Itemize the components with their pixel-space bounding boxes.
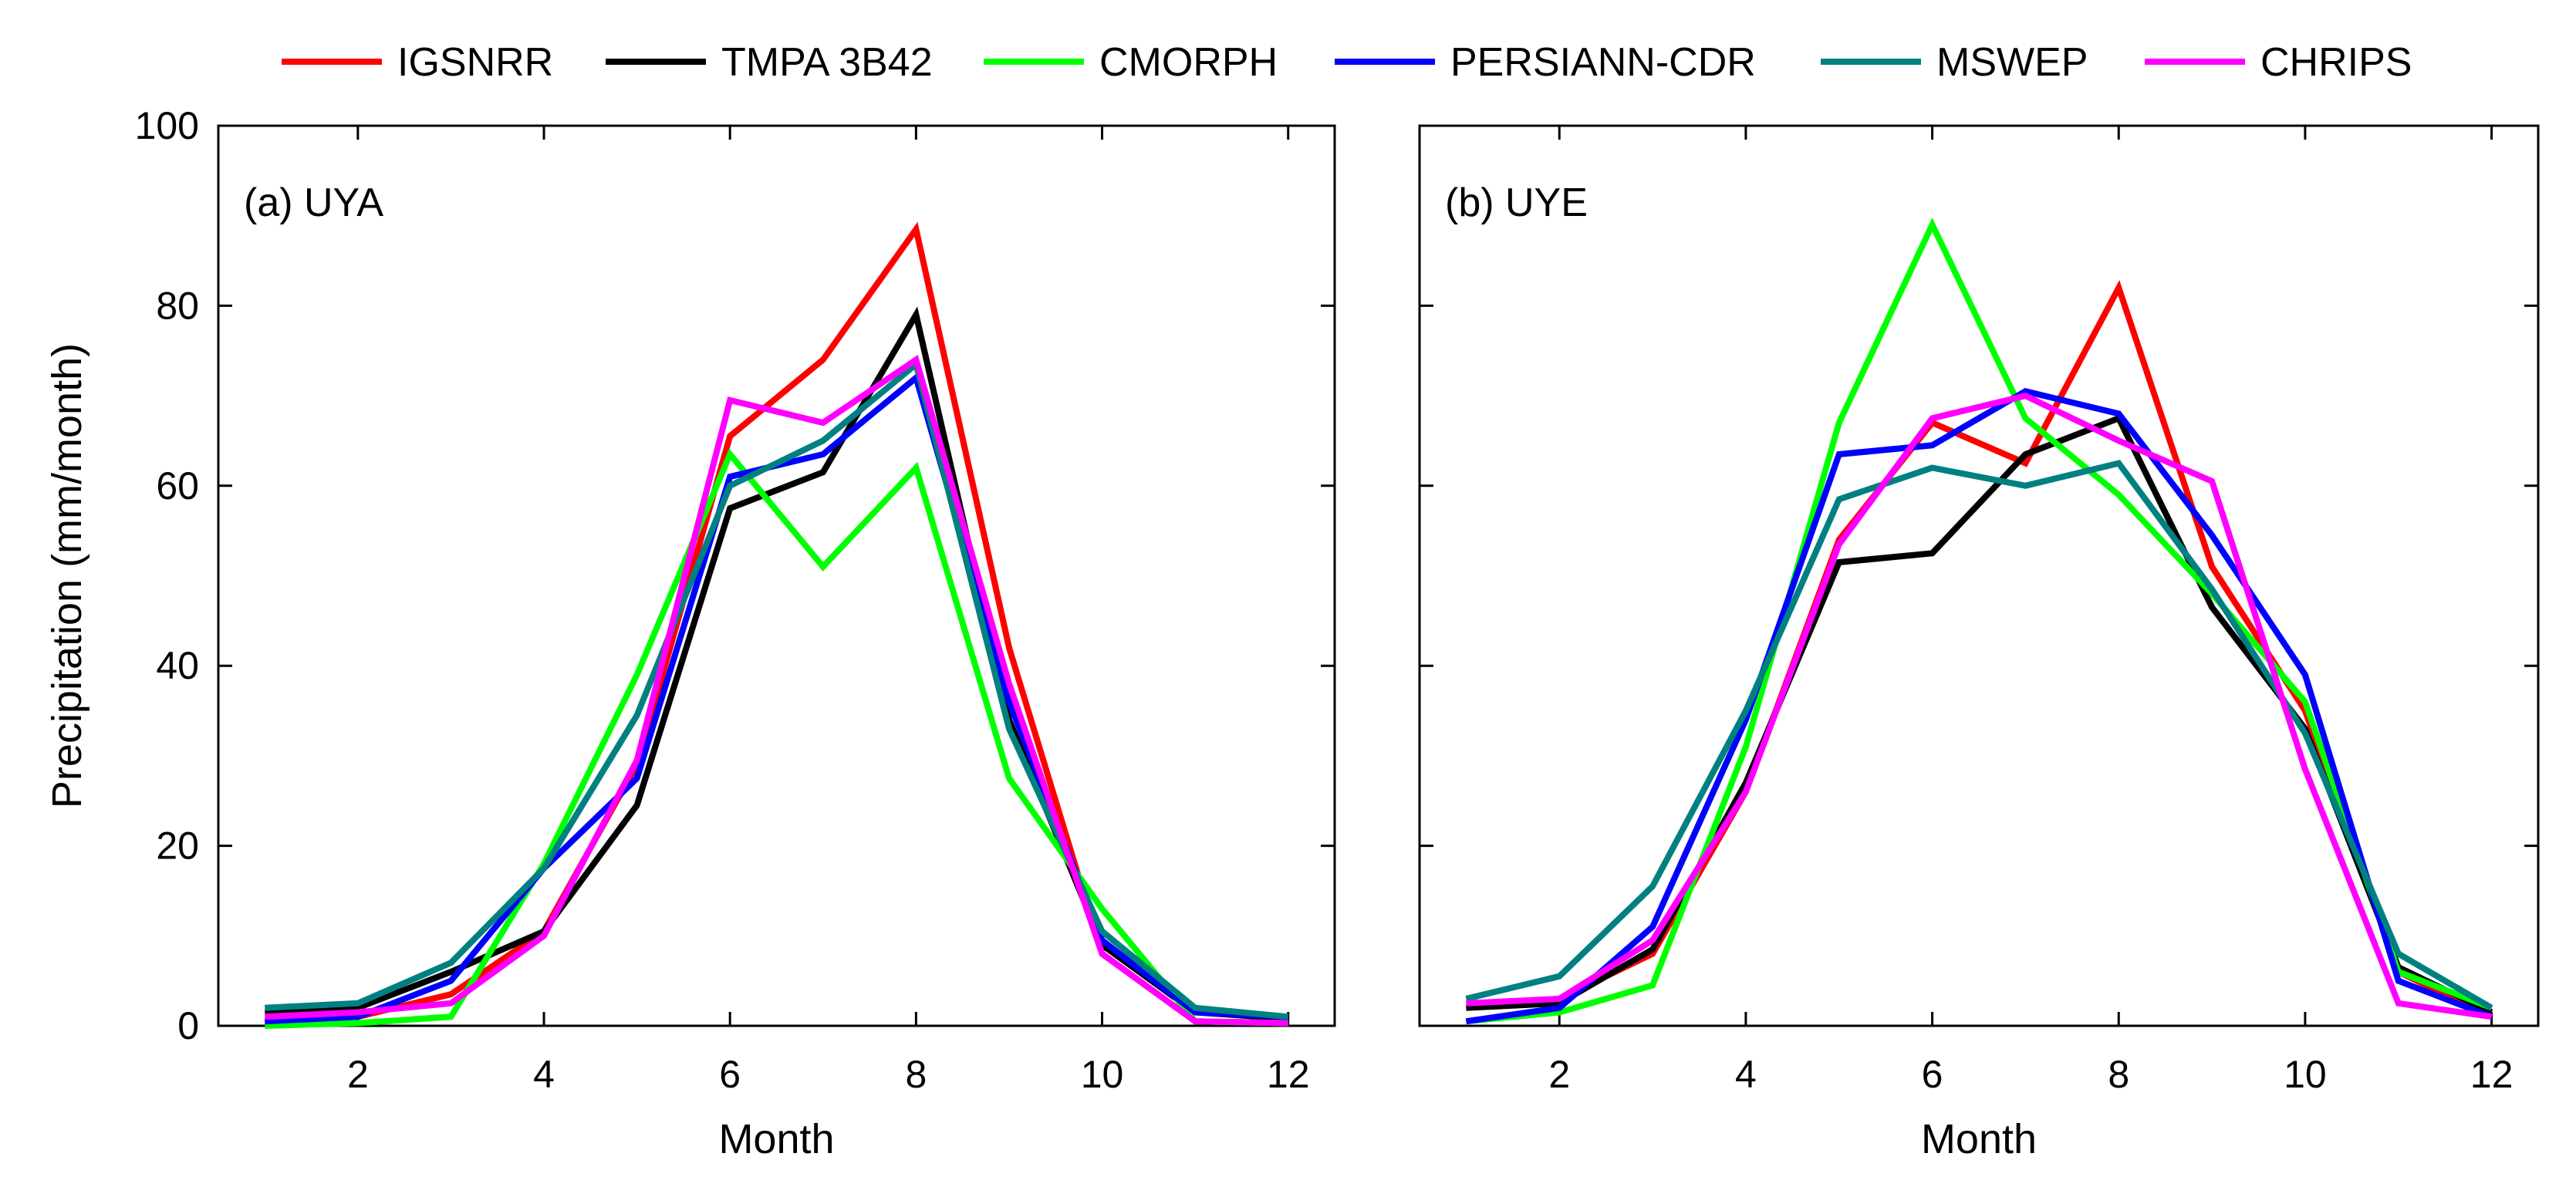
plot-frame bbox=[217, 124, 1336, 1027]
series-line-persiann-cdr bbox=[265, 372, 1288, 1025]
y-tick-label: 100 bbox=[135, 104, 199, 147]
legend-label-chrips: CHRIPS bbox=[2260, 40, 2412, 85]
series-line-cmorph bbox=[265, 448, 1288, 1029]
legend-label-tmpa-3b42: TMPA 3B42 bbox=[721, 40, 933, 85]
legend-item-chrips: CHRIPS bbox=[2145, 40, 2412, 85]
x-tick-label: 10 bbox=[1081, 1053, 1124, 1096]
x-tick-label: 2 bbox=[347, 1053, 369, 1096]
legend: IGSNRR TMPA 3B42 CMORPH PERSIANN-CDR MSW… bbox=[282, 40, 2412, 85]
series-line-chrips bbox=[1466, 392, 2493, 1020]
series-line-tmpa-3b42 bbox=[265, 306, 1288, 1022]
series-line-mswep bbox=[1465, 460, 2493, 1011]
x-tick-label: 10 bbox=[2284, 1053, 2327, 1096]
legend-item-cmorph: CMORPH bbox=[984, 40, 1278, 85]
y-tick-label: 0 bbox=[177, 1004, 199, 1047]
legend-item-tmpa-3b42: TMPA 3B42 bbox=[606, 40, 933, 85]
plot-frame bbox=[1418, 124, 2540, 1027]
panel-uye: 2 4 6 8 10 12 Month (b) UYE bbox=[1418, 124, 2540, 1162]
series-line-chrips bbox=[265, 354, 1288, 1027]
legend-item-igsnrr: IGSNRR bbox=[282, 40, 553, 85]
y-tick-label: 40 bbox=[156, 644, 199, 687]
x-tick-label: 8 bbox=[2108, 1053, 2129, 1096]
y-axis-title: Precipitation (mm/month) bbox=[44, 343, 90, 808]
panel-label: (b) UYE bbox=[1445, 180, 1588, 225]
x-tick-label: 8 bbox=[905, 1053, 927, 1096]
legend-label-cmorph: CMORPH bbox=[1099, 40, 1278, 85]
legend-item-persiann-cdr: PERSIANN-CDR bbox=[1335, 40, 1756, 85]
y-tick-label: 60 bbox=[156, 464, 199, 508]
x-axis-title: Month bbox=[718, 1116, 834, 1162]
series-line-tmpa-3b42 bbox=[1466, 414, 2493, 1016]
legend-item-mswep: MSWEP bbox=[1821, 40, 2088, 85]
x-axis-title: Month bbox=[1921, 1116, 2037, 1162]
legend-label-igsnrr: IGSNRR bbox=[397, 40, 553, 85]
x-tick-label: 12 bbox=[2470, 1053, 2514, 1096]
series-line-persiann-cdr bbox=[1465, 388, 2493, 1025]
y-tick-label: 20 bbox=[156, 824, 199, 868]
legend-label-mswep: MSWEP bbox=[1936, 40, 2088, 85]
legend-label-persiann-cdr: PERSIANN-CDR bbox=[1450, 40, 1756, 85]
x-tick-label: 2 bbox=[1548, 1053, 1570, 1096]
x-tick-label: 4 bbox=[1735, 1053, 1757, 1096]
series-line-cmorph bbox=[1466, 218, 2493, 1025]
series-line-igsnrr bbox=[265, 221, 1288, 1027]
y-tick-label: 80 bbox=[156, 284, 199, 327]
x-tick-label: 4 bbox=[533, 1053, 555, 1096]
series-line-igsnrr bbox=[1466, 279, 2493, 1020]
x-tick-label: 12 bbox=[1267, 1053, 1310, 1096]
x-tick-label: 6 bbox=[719, 1053, 741, 1096]
panel-uya: 2 4 6 8 10 12 0 20 40 60 80 100 Month Precipitation (… bbox=[44, 104, 1336, 1162]
panel-label: (a) UYA bbox=[244, 180, 383, 225]
series-line-mswep bbox=[265, 359, 1289, 1020]
x-tick-label: 6 bbox=[1922, 1053, 1943, 1096]
